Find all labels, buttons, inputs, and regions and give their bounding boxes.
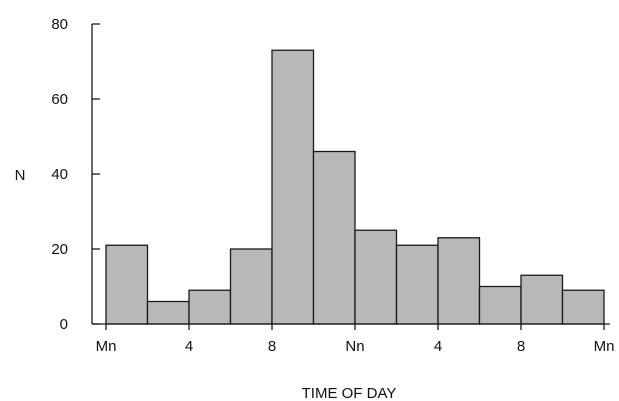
- histogram-bar-8-10: [272, 50, 314, 324]
- histogram-bar-22-24: [563, 290, 605, 324]
- x-tick-label-5: 8: [517, 338, 525, 355]
- bars-group: [106, 50, 604, 324]
- histogram-bar-16-18: [438, 238, 480, 324]
- x-tick-label-6: Mn: [594, 338, 615, 355]
- y-tick-label-20: 20: [51, 241, 68, 258]
- y-tick-label-60: 60: [51, 91, 68, 108]
- y-tick-label-0: 0: [60, 316, 68, 333]
- histogram-bar-0-2: [106, 245, 148, 324]
- x-tick-label-1: 4: [185, 338, 193, 355]
- histogram-bar-6-8: [231, 249, 273, 324]
- histogram-bar-10-12: [314, 152, 356, 325]
- x-tick-label-4: 4: [434, 338, 442, 355]
- x-tick-label-2: 8: [268, 338, 276, 355]
- y-tick-label-80: 80: [51, 16, 68, 33]
- y-axis-title: N: [15, 167, 26, 184]
- histogram-bar-4-6: [189, 290, 231, 324]
- histogram-bar-20-22: [521, 275, 563, 324]
- histogram-bar-2-4: [148, 302, 190, 325]
- histogram-bar-18-20: [480, 287, 522, 325]
- x-axis-title: TIME OF DAY: [302, 385, 397, 401]
- histogram-bar-12-14: [355, 230, 397, 324]
- x-tick-label-3: Nn: [345, 338, 364, 355]
- y-tick-label-40: 40: [51, 166, 68, 183]
- x-tick-label-0: Mn: [96, 338, 117, 355]
- histogram-bar-14-16: [397, 245, 439, 324]
